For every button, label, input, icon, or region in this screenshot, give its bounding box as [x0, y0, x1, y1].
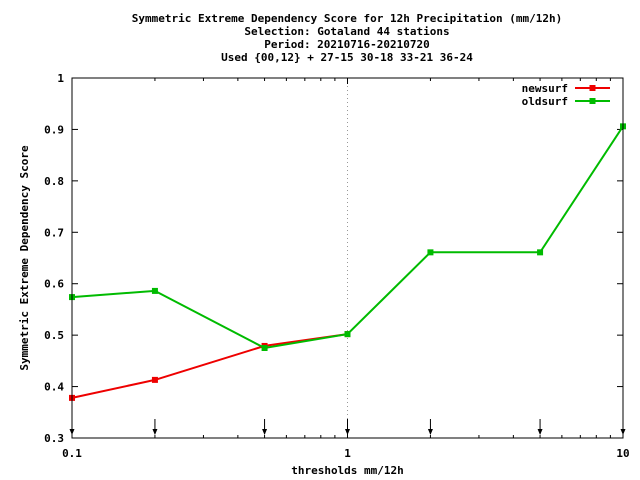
x-axis-label: thresholds mm/12h: [291, 464, 404, 477]
data-point-oldsurf: [537, 249, 544, 256]
x-tick-label: 10: [616, 447, 629, 460]
chart-title-line: Used {00,12} + 27-15 30-18 33-21 36-24: [221, 51, 473, 64]
legend-label-newsurf: newsurf: [522, 82, 568, 95]
y-tick-label: 0.3: [44, 432, 64, 445]
threshold-markers: [69, 419, 626, 435]
y-tick-label: 0.4: [44, 381, 64, 394]
x-tick-label: 0.1: [62, 447, 82, 460]
chart-title-block: Symmetric Extreme Dependency Score for 1…: [132, 12, 562, 64]
data-point-oldsurf: [344, 331, 351, 338]
threshold-marker-arrow: [152, 429, 158, 435]
threshold-marker-arrow: [537, 429, 543, 435]
legend-swatch-point-newsurf: [589, 85, 596, 91]
chart-title-line: Symmetric Extreme Dependency Score for 1…: [132, 12, 562, 25]
data-point-oldsurf: [261, 345, 268, 351]
plot-frame: [71, 77, 624, 439]
threshold-marker-arrow: [262, 429, 268, 435]
threshold-marker-arrow: [345, 429, 350, 435]
data-point-newsurf: [151, 376, 158, 383]
data-point-oldsurf: [427, 249, 434, 256]
chart-title-line: Selection: Gotaland 44 stations: [244, 25, 449, 38]
y-tick-label: 0.7: [44, 226, 64, 239]
x-axis-ticks: 0.1 1 10: [62, 78, 630, 460]
chart-title-line: Period: 20210716-20210720: [264, 38, 430, 51]
legend-swatch-point-oldsurf: [589, 98, 596, 104]
series-line-newsurf: [71, 333, 348, 399]
y-tick-label: 1: [57, 72, 64, 85]
y-axis-label: Symmetric Extreme Dependency Score: [18, 145, 31, 371]
legend-label-oldsurf: oldsurf: [522, 95, 568, 108]
y-axis-ticks: 0.3 0.4 0.5 0.6 0.7 0.8 0.9 1: [44, 72, 623, 445]
threshold-marker-arrow: [427, 429, 433, 435]
data-point-oldsurf: [151, 287, 158, 294]
y-tick-label: 0.5: [44, 329, 64, 342]
series-layer: [69, 123, 626, 401]
x-tick-label: 1: [344, 447, 351, 460]
y-tick-label: 0.8: [44, 175, 64, 188]
y-tick-label: 0.9: [44, 123, 64, 136]
y-tick-label: 0.6: [44, 278, 64, 291]
